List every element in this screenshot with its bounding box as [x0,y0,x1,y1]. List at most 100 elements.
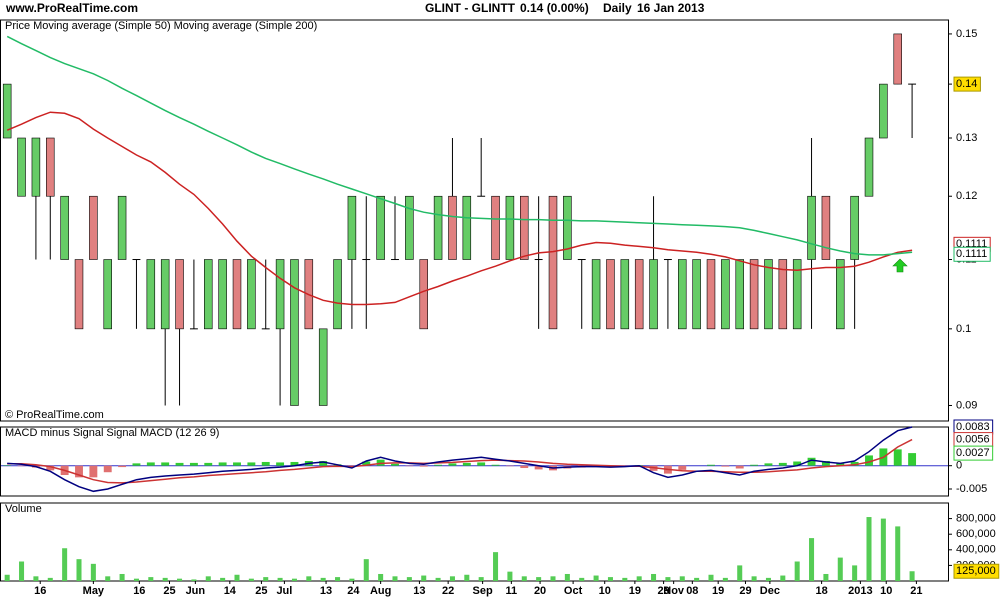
candle-body [247,259,256,330]
signal-arrow [892,258,908,273]
copyright: © ProRealTime.com [5,409,104,421]
y-tick-label: 600,000 [956,528,996,540]
volume-bar [435,577,441,581]
histogram-bar [218,462,227,466]
x-tick-label: Jul [276,585,292,597]
candle-body [749,259,759,330]
volume-bar [148,577,154,581]
histogram-bar [46,465,55,471]
volume-bar [521,576,527,581]
candle-body [347,195,357,260]
volume-bar [464,574,470,581]
volume-bar [722,577,728,581]
line [6,111,913,306]
volume-bar [507,571,513,581]
candle-body [232,259,242,330]
histogram-bar [893,449,902,466]
volume-bar [133,578,139,581]
histogram-bar [850,461,859,466]
last-price-label: 0.14 [956,78,977,90]
candle-body [17,137,26,197]
volume-bar [205,576,211,581]
histogram-bar [865,455,873,466]
histogram-bar [391,463,399,466]
volume-bar [47,577,53,581]
histogram-bar [247,462,256,466]
legend-entry: Signal [106,427,137,439]
histogram-bar [161,462,170,466]
histogram-bar [448,463,457,466]
histogram-bar [750,464,759,466]
volume-bar [19,561,25,581]
volume-bar [119,573,125,581]
volume-bar [392,576,398,581]
y-tick-label: 0 [956,460,962,472]
candle-body [318,328,328,406]
candle-body [778,259,788,330]
histogram-bar [419,465,428,467]
volume-bar [909,571,915,581]
candle-body [290,259,299,406]
candle-body [376,195,385,260]
volume-bar [593,575,599,581]
x-tick-label: Nov [663,585,685,597]
volume-bar [607,577,613,581]
x-tick-label: 16 [133,585,145,597]
histogram-bar [362,461,371,466]
histogram-bar [534,465,543,470]
candle-body [706,259,716,330]
candle-body [634,259,644,330]
line [7,426,913,493]
volume-bar [320,577,326,581]
volume-bar [708,574,714,581]
volume-bar [536,577,542,581]
candle-body [591,259,601,330]
volume-bar [277,577,283,581]
y-tick-label: 0.15 [956,28,977,40]
candle-body [31,137,41,197]
volume-bar [780,575,786,581]
x-tick-label: 20 [534,585,546,597]
candle-body [2,83,12,139]
volume-bar [866,517,872,581]
last-ma-label-box [953,246,991,262]
volume-bar [579,577,585,581]
histogram-bar [261,461,270,466]
site-name: www.ProRealTime.com [5,1,138,15]
last-ma-label: 0.1111 [956,248,987,260]
candle-body [764,259,773,330]
candle-body [735,259,744,330]
x-tick-label: 10 [880,585,892,597]
volume-bar [823,573,829,581]
x-tick-label: 08 [686,585,698,597]
candle-body [46,137,55,197]
histogram-bar [118,465,127,468]
candle-body [333,259,342,330]
histogram-bar [89,465,98,478]
volume-bar [679,576,685,581]
histogram-bar [189,462,198,466]
x-tick-label: 2013 [848,585,872,597]
last-price-label-box [953,76,981,92]
volume-bar [622,577,628,581]
x-tick-label: Dec [760,585,780,597]
x-tick-label: 25 [255,585,267,597]
volume-bar [751,576,757,581]
candle-body [89,195,98,260]
candle-body [491,195,500,260]
candle-body [218,259,227,330]
candle-body [620,259,630,330]
x-tick-label: 22 [442,585,454,597]
candle-body [836,259,845,330]
histogram-bar [778,462,787,466]
volume-bar [895,526,901,581]
y-tick-label: 0.09 [956,399,977,411]
line [6,35,913,256]
volume-bar [765,577,771,581]
y-tick-label: 0.13 [956,132,977,144]
candle-body [275,259,285,330]
line [7,438,913,484]
histogram-bar [103,465,112,473]
histogram-bar [836,463,845,466]
volume-bar [880,518,886,581]
